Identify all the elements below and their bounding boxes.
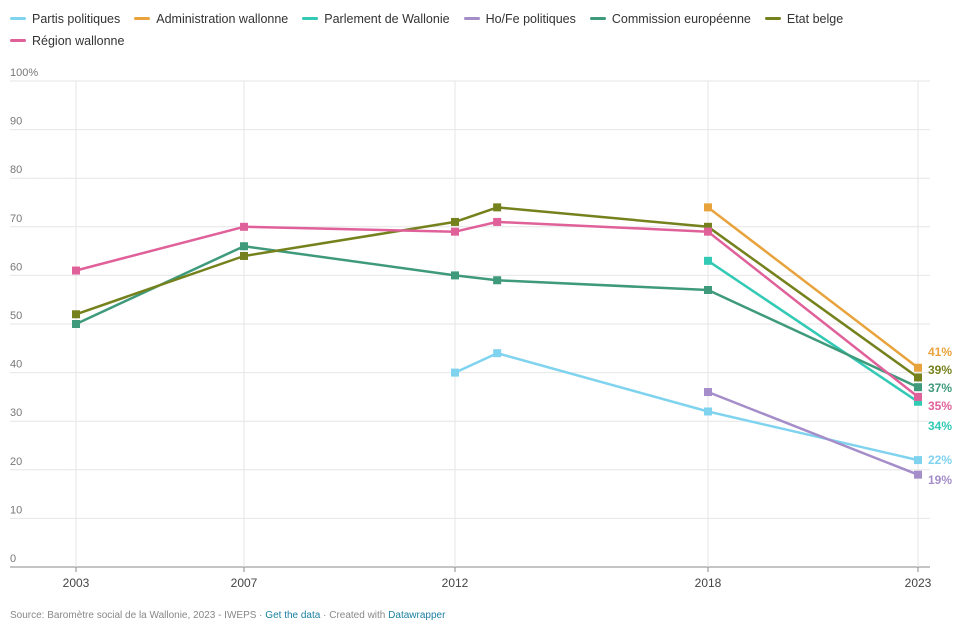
y-tick-label: 30 bbox=[10, 407, 22, 419]
legend-swatch bbox=[302, 17, 319, 21]
end-value-label: 39% bbox=[928, 363, 952, 377]
end-value-label: 22% bbox=[928, 453, 952, 467]
series-line bbox=[75, 220, 919, 398]
legend-item: Administration wallonne bbox=[134, 8, 288, 30]
footer-created: · Created with bbox=[320, 610, 389, 621]
legend-swatch bbox=[10, 17, 26, 21]
data-point[interactable] bbox=[451, 227, 459, 236]
datawrapper-link[interactable]: Datawrapper bbox=[388, 610, 446, 621]
legend-item: Parlement de Wallonie bbox=[302, 8, 450, 30]
data-point[interactable] bbox=[240, 251, 248, 260]
end-value-label: 19% bbox=[928, 473, 952, 487]
legend-item: Commission européenne bbox=[589, 8, 751, 30]
series-line bbox=[75, 244, 919, 389]
legend-label: Ho/Fe politiques bbox=[485, 12, 576, 26]
end-labels: 22% 41% 34% 19% 37% 39% 35% bbox=[928, 345, 952, 487]
data-point[interactable] bbox=[914, 397, 922, 406]
x-tick-label: 2003 bbox=[63, 576, 90, 590]
y-tick-label: 10 bbox=[10, 504, 22, 516]
legend-label: Commission européenne bbox=[611, 12, 751, 26]
data-point[interactable] bbox=[493, 203, 502, 212]
legend-item: Etat belge bbox=[764, 8, 844, 30]
legend-swatch bbox=[10, 39, 26, 43]
y-tick-label: 0 bbox=[10, 553, 16, 565]
end-value-label: 35% bbox=[928, 399, 952, 413]
data-point[interactable] bbox=[704, 222, 712, 231]
y-tick-label: 70 bbox=[10, 213, 22, 225]
data-point[interactable] bbox=[914, 363, 922, 372]
data-point[interactable] bbox=[493, 276, 502, 285]
series-line bbox=[707, 259, 919, 403]
legend-item: Ho/Fe politiques bbox=[463, 8, 576, 30]
legend-swatch bbox=[463, 17, 480, 21]
y-tick-label: 40 bbox=[10, 359, 22, 371]
series bbox=[704, 388, 922, 479]
data-point[interactable] bbox=[914, 392, 922, 401]
y-tick-label: 20 bbox=[10, 456, 22, 468]
data-point[interactable] bbox=[704, 407, 712, 416]
data-point[interactable] bbox=[704, 203, 712, 212]
data-point[interactable] bbox=[72, 320, 80, 328]
series-line bbox=[75, 206, 919, 379]
data-point[interactable] bbox=[704, 256, 712, 265]
legend: Partis politiques Administration wallonne… bbox=[10, 8, 940, 52]
data-point[interactable] bbox=[914, 373, 922, 382]
footer: Source: Baromètre social de la Wallonie,… bbox=[10, 610, 445, 621]
series bbox=[451, 349, 922, 465]
data-point[interactable] bbox=[704, 227, 712, 236]
legend-item: Partis politiques bbox=[10, 8, 120, 30]
legend-label: Région wallonne bbox=[32, 34, 125, 48]
series bbox=[704, 256, 922, 406]
footer-source: Source: Baromètre social de la Wallonie,… bbox=[10, 610, 266, 621]
data-point[interactable] bbox=[451, 217, 459, 226]
series-line bbox=[454, 351, 919, 462]
data-point[interactable] bbox=[72, 266, 80, 275]
legend-swatch bbox=[764, 17, 781, 21]
legend-label: Partis politiques bbox=[32, 12, 121, 26]
data-point[interactable] bbox=[493, 349, 502, 358]
y-tick-label: 50 bbox=[10, 310, 22, 322]
series-line bbox=[707, 206, 919, 369]
x-tick-label: 2023 bbox=[905, 576, 932, 590]
legend-label: Administration wallonne bbox=[156, 12, 289, 26]
get-data-link[interactable]: Get the data bbox=[265, 610, 321, 621]
series-layer bbox=[72, 203, 922, 479]
legend-swatch bbox=[134, 17, 151, 21]
data-point[interactable] bbox=[914, 383, 922, 392]
end-value-label: 41% bbox=[928, 345, 952, 359]
x-tick-label: 2007 bbox=[231, 576, 258, 590]
legend-label: Etat belge bbox=[786, 12, 844, 26]
data-point[interactable] bbox=[451, 368, 459, 377]
series bbox=[704, 203, 922, 372]
data-point[interactable] bbox=[240, 242, 248, 251]
data-point[interactable] bbox=[704, 285, 712, 294]
data-point[interactable] bbox=[914, 456, 922, 465]
end-value-label: 37% bbox=[928, 381, 952, 395]
series-line bbox=[707, 390, 919, 476]
y-tick-label: 60 bbox=[10, 261, 22, 273]
data-point[interactable] bbox=[240, 222, 248, 231]
legend-swatch bbox=[589, 17, 606, 21]
line-chart: 0 10 20 30 40 50 60 70 80 90 100% 2003 2007 2012 2018… bbox=[10, 67, 952, 590]
data-point[interactable] bbox=[493, 217, 502, 226]
legend-item: Région wallonne bbox=[10, 30, 124, 52]
series bbox=[72, 242, 922, 392]
x-tick-label: 2012 bbox=[442, 576, 469, 590]
data-point[interactable] bbox=[704, 388, 712, 397]
series bbox=[72, 217, 922, 401]
data-point[interactable] bbox=[914, 470, 922, 479]
y-tick-label: 80 bbox=[10, 164, 22, 176]
series bbox=[72, 203, 922, 382]
y-tick-label: 100% bbox=[10, 67, 38, 79]
x-axis: 2003 2007 2012 2018 2023 bbox=[63, 81, 932, 590]
data-point[interactable] bbox=[451, 271, 459, 280]
x-tick-label: 2018 bbox=[695, 576, 722, 590]
end-value-label: 34% bbox=[928, 419, 952, 433]
data-point[interactable] bbox=[72, 310, 80, 319]
legend-label: Parlement de Wallonie bbox=[324, 12, 450, 26]
y-tick-label: 90 bbox=[10, 116, 22, 128]
